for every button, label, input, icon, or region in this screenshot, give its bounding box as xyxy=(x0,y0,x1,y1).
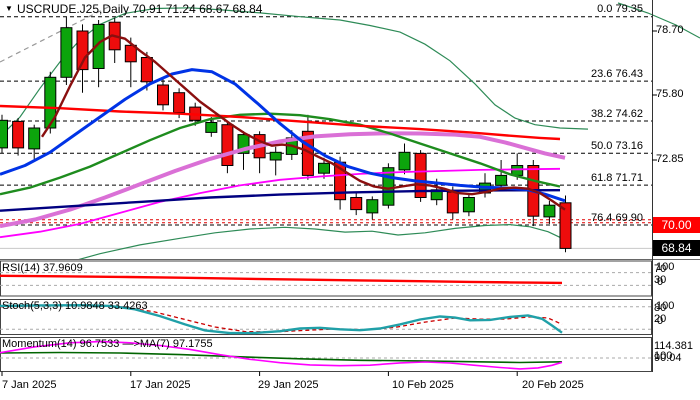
momentum-ma-line xyxy=(0,351,563,364)
price-tick-3: 72.85 xyxy=(656,153,684,165)
rsi-axis-70: 70 xyxy=(654,263,667,275)
candle-body xyxy=(221,124,234,166)
price-tick-1: 78.70 xyxy=(656,24,684,36)
rsi-axis-0: 0 xyxy=(657,276,664,288)
ma_navy xyxy=(0,189,561,212)
stoch-axis-80: 80 xyxy=(654,302,667,314)
candle-body xyxy=(173,92,186,113)
stoch-axis-0: 0 xyxy=(657,315,664,327)
candle-body xyxy=(511,165,524,176)
candle-body xyxy=(92,23,105,69)
rsi-line xyxy=(0,274,563,285)
candle-body xyxy=(44,76,57,129)
stoch-axis-20: 20 xyxy=(654,313,667,325)
panel-frame xyxy=(0,337,652,372)
date-label-5: 20 Feb 2025 xyxy=(522,379,584,391)
candle-body xyxy=(318,162,330,174)
momentum-panel xyxy=(0,340,652,370)
envelope_lower xyxy=(78,223,563,259)
trendline xyxy=(0,4,113,63)
candle-body xyxy=(398,151,411,171)
symbol-dropdown-icon[interactable]: ▼ xyxy=(5,4,13,13)
rsi-axis-30: 30 xyxy=(654,274,667,286)
momentum-axis-max: 114.381 xyxy=(654,340,693,352)
fib-label-764: 76.4 69.90 xyxy=(591,212,643,224)
arc-curve xyxy=(617,2,700,39)
fib-label-236: 23.6 76.43 xyxy=(591,68,643,80)
fib-label-618: 61.8 71.71 xyxy=(591,172,643,184)
candle-body xyxy=(60,27,73,78)
candle-body xyxy=(28,127,41,150)
stoch-label: Stoch(5,3,3) 10.9848 33.4263 xyxy=(2,300,148,312)
ma_fast_maroon xyxy=(40,34,566,211)
candles xyxy=(0,17,572,253)
stoch-k-line xyxy=(0,303,563,335)
candle-body xyxy=(205,122,218,133)
candle-body xyxy=(446,191,459,214)
candle-body xyxy=(0,119,8,149)
ma_magenta xyxy=(0,167,561,239)
date-label-1: 7 Jan 2025 xyxy=(2,379,57,391)
candle-body xyxy=(124,44,137,63)
candle-body xyxy=(350,197,363,211)
ma_blue xyxy=(0,68,566,203)
envelope_upper xyxy=(0,7,589,138)
candle-body xyxy=(462,197,475,213)
momentum-axis-100: 100 xyxy=(654,350,673,362)
main-plot xyxy=(0,4,652,259)
panel-frame xyxy=(0,260,652,297)
fib-label-382: 38.2 74.62 xyxy=(591,108,643,120)
momentum-line xyxy=(0,340,563,370)
ma_violet xyxy=(0,131,566,229)
panel-frame xyxy=(0,299,652,335)
date-label-4: 10 Feb 2025 xyxy=(392,379,454,391)
momentum-label: Momentum(14) 96.7533 —>MA(7) 97.1755 xyxy=(2,338,213,350)
candle-body xyxy=(495,174,508,186)
candle-body xyxy=(559,202,572,249)
candle-body xyxy=(12,120,25,149)
price-tick-2: 75.80 xyxy=(656,88,684,100)
stochastic-panel xyxy=(0,303,652,335)
momentum-axis-min: 90.04 xyxy=(654,352,682,364)
stoch-axis-100: 100 xyxy=(656,300,675,312)
candle-body xyxy=(237,134,250,154)
date-label-3: 29 Jan 2025 xyxy=(258,379,319,391)
candle-body xyxy=(414,152,427,198)
bid-price-badge: 68.84 xyxy=(653,240,700,256)
candle-body xyxy=(543,204,556,218)
red-level-badge: 70.00 xyxy=(653,217,700,233)
rsi-label: RSI(14) 37.9609 xyxy=(2,262,83,274)
candle-body xyxy=(269,151,282,161)
ma_green xyxy=(0,112,561,196)
chart-title: USCRUDE.J25,Daily 70.91 71.24 68.67 68.8… xyxy=(17,2,263,16)
fib-label-500: 50.0 73.16 xyxy=(591,140,643,152)
fib-label-0: 0.0 79.35 xyxy=(597,3,643,15)
date-label-2: 17 Jan 2025 xyxy=(130,379,191,391)
candle-body xyxy=(140,57,153,83)
rsi-panel xyxy=(0,272,652,286)
rsi-axis-100: 100 xyxy=(656,261,675,273)
candle-body xyxy=(76,30,89,71)
candle-body xyxy=(382,167,395,206)
candle-body xyxy=(157,84,169,106)
candle-body xyxy=(366,199,379,214)
